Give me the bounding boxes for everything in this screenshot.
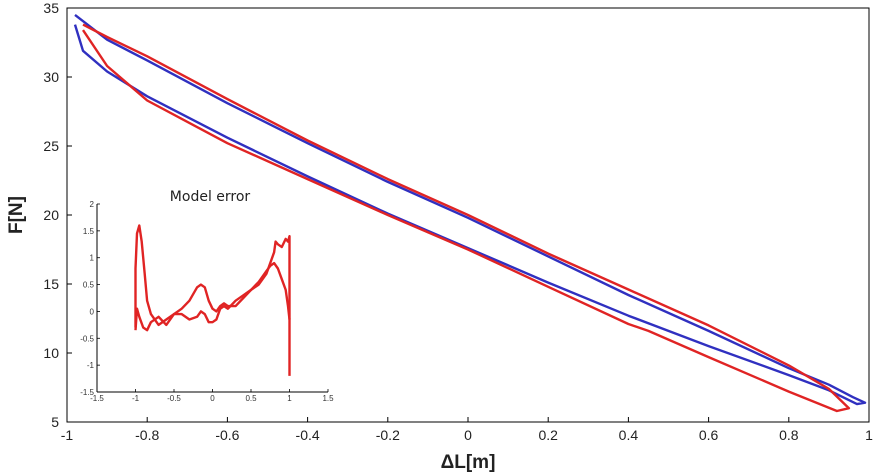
main-y-ticks: 5 10 15 20 25 30 35 [43,0,72,430]
y-tick-label: 30 [43,69,59,85]
inset-y-tick-label: 1 [90,254,95,263]
x-tick-label: 0.8 [779,427,799,443]
x-tick-label: -0.2 [376,427,400,443]
inset-y-tick-label: 1.5 [83,227,95,236]
inset-x-tick-label: 0 [210,394,215,403]
inset-y-tick-label: 0 [90,307,95,316]
inset-y-tick-label: 0.5 [83,281,95,290]
x-tick-label: -1 [61,427,74,443]
x-tick-label: 0.4 [619,427,639,443]
inset-x-tick-label: -1.5 [90,394,104,403]
y-tick-label: 5 [51,414,59,430]
inset-x-tick-label: 1.5 [322,394,334,403]
main-x-ticks: -1 -0.8 -0.6 -0.4 -0.2 0 0.2 0.4 0.6 0.8 1 [61,417,873,443]
x-axis-label: ΔL[m] [441,452,496,473]
x-tick-label: 1 [865,427,873,443]
x-tick-label: 0 [464,427,472,443]
inset-x-tick-label: -1 [132,394,140,403]
y-axis-label: F[N] [6,196,27,234]
inset-error-line-2 [134,261,291,332]
inset-y-ticks: -1.5 -1 -0.5 0 0.5 1 1.5 2 [80,200,100,397]
inset-y-tick-label: -1 [87,361,95,370]
y-tick-label: 35 [43,0,59,16]
main-plot: -1 -0.8 -0.6 -0.4 -0.2 0 0.2 0.4 0.6 0.8 1 5101520… [6,0,873,473]
blue-series-line [73,13,867,406]
y-tick-label: 20 [43,207,59,223]
y-tick-label: 25 [43,138,59,154]
inset-series [134,224,291,376]
y-tick-label: 10 [43,345,59,361]
inset-title: Model error [170,189,251,205]
inset-plot: -1.5 -1 -0.5 0 0.5 1 1.5 -1.5 -1 -0.5 0 0.5 1 1.5 2 M… [80,189,334,403]
x-tick-label: -0.6 [215,427,239,443]
x-tick-label: -0.4 [296,427,320,443]
inset-x-tick-label: 1 [287,394,292,403]
x-tick-label: -0.8 [135,427,159,443]
red-series-line [82,23,851,413]
inset-y-tick-label: -1.5 [80,388,94,397]
inset-x-tick-label: -0.5 [167,394,181,403]
inset-x-tick-label: 0.5 [245,394,257,403]
y-tick-label: 15 [43,276,59,292]
inset-y-tick-label: 2 [90,200,95,209]
inset-y-tick-label: -0.5 [80,334,94,343]
main-series [73,13,867,413]
x-tick-label: 0.6 [699,427,719,443]
x-tick-label: 0.2 [538,427,558,443]
inset-error-line-1 [134,224,291,376]
inset-x-ticks: -1.5 -1 -0.5 0 0.5 1 1.5 [90,389,334,403]
